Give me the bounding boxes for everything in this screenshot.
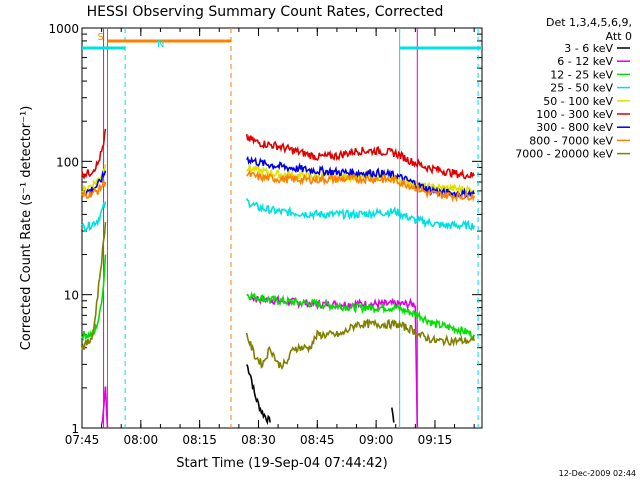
series-line-2 bbox=[81, 254, 107, 342]
series-line-7 bbox=[246, 168, 475, 203]
legend-header-line2: Att 0 bbox=[606, 30, 632, 43]
series-line-3 bbox=[81, 201, 107, 232]
legend-entry-label: 300 - 800 keV bbox=[536, 121, 613, 134]
series-line-4 bbox=[81, 164, 107, 195]
legend-header-line1: Det 1,3,4,5,6,9, bbox=[546, 16, 632, 29]
vertical-markers bbox=[103, 28, 479, 428]
series-line-1 bbox=[100, 386, 109, 429]
x-tick-label: 08:00 bbox=[124, 433, 159, 447]
legend-entry-label: 25 - 50 keV bbox=[550, 82, 613, 95]
series-line-2 bbox=[246, 291, 475, 341]
x-tick-label: 09:15 bbox=[418, 433, 453, 447]
legend-entry-label: 12 - 25 keV bbox=[550, 68, 613, 81]
flag-bars: SN bbox=[82, 32, 482, 50]
legend-entry-label: 50 - 100 keV bbox=[543, 95, 613, 108]
x-tick-label: 08:15 bbox=[182, 433, 217, 447]
series-lines bbox=[81, 128, 475, 429]
series-line-0 bbox=[391, 407, 395, 423]
legend-entry-label: 6 - 12 keV bbox=[557, 55, 613, 68]
x-tick-label: 09:00 bbox=[359, 433, 394, 447]
series-line-5 bbox=[81, 128, 107, 180]
series-line-1 bbox=[249, 293, 419, 429]
x-tick-label: 08:30 bbox=[241, 433, 276, 447]
series-line-8 bbox=[245, 318, 475, 371]
legend-entry-label: 100 - 300 keV bbox=[536, 108, 613, 121]
y-tick-label: 1 bbox=[71, 422, 79, 436]
series-line-5 bbox=[245, 133, 475, 180]
y-tick-label: 100 bbox=[56, 155, 79, 169]
series-line-0 bbox=[245, 364, 271, 426]
y-axis-label: Corrected Count Rate (s⁻¹ detector⁻¹) bbox=[19, 106, 34, 351]
footer-timestamp: 12-Dec-2009 02:44 bbox=[559, 469, 636, 478]
x-tick-label: 07:45 bbox=[65, 433, 100, 447]
y-tick-label: 1000 bbox=[48, 22, 79, 36]
axis-ticks: 07:45 08:00 08:15 08:30 08:45 09:00 09:15 1 10 10… bbox=[48, 22, 482, 447]
legend-entry-label: 3 - 6 keV bbox=[564, 42, 613, 55]
y-tick-label: 10 bbox=[64, 289, 79, 303]
legend-entry-label: 800 - 7000 keV bbox=[529, 134, 613, 147]
series-line-3 bbox=[245, 198, 475, 231]
legend-entry-label: 7000 - 20000 keV bbox=[515, 148, 613, 161]
x-axis-label: Start Time (19-Sep-04 07:44:42) bbox=[176, 456, 387, 471]
flag-label: N bbox=[157, 39, 164, 50]
x-tick-label: 08:45 bbox=[300, 433, 335, 447]
chart-title: HESSI Observing Summary Count Rates, Cor… bbox=[87, 4, 444, 20]
plot-frame bbox=[81, 27, 483, 429]
flag-label: S bbox=[97, 32, 103, 43]
series-line-7 bbox=[81, 180, 107, 199]
series-line-8 bbox=[81, 222, 107, 351]
